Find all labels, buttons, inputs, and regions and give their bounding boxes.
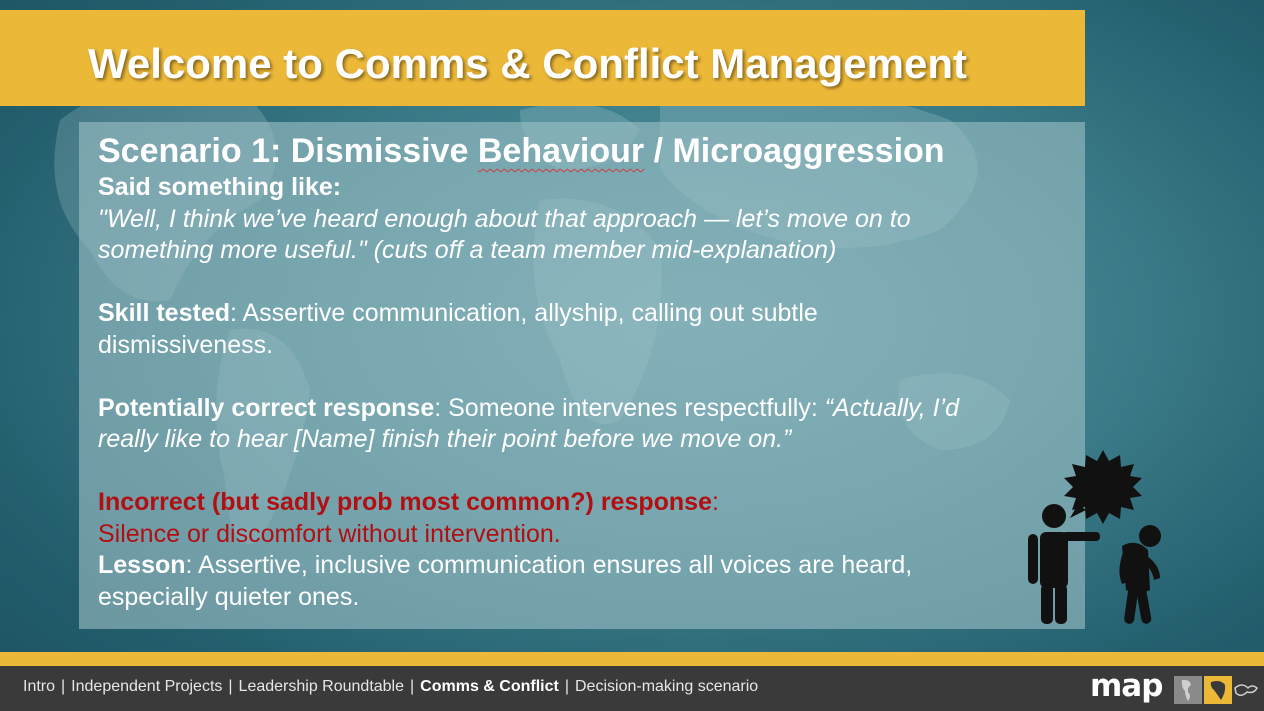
quote-line-2: something more useful." (cuts off a team…: [98, 235, 1073, 267]
quote-line-2-text: something more useful.": [98, 236, 367, 264]
nav-item-comms-conflict[interactable]: Comms & Conflict: [420, 678, 559, 695]
footer-navigation: Intro | Independent Projects | Leadership Ro…: [23, 678, 758, 696]
lesson-line-1: Lesson: Assertive, inclusive communicati…: [98, 550, 1073, 582]
spacer: [98, 361, 1073, 393]
quote-note: (cuts off a team member mid-explanation): [366, 236, 837, 264]
scenario-heading-start: Scenario 1: Dismissive: [98, 132, 478, 170]
incorrect-colon: :: [711, 488, 719, 516]
footer-bar: Intro | Independent Projects | Leadership Ro…: [0, 666, 1264, 711]
correct-line-1: Potentially correct response: Someone in…: [98, 393, 1073, 425]
nav-item-independent-projects[interactable]: Independent Projects: [71, 678, 223, 695]
said-label: Said something like:: [98, 173, 342, 201]
quote-line-1: "Well, I think we’ve heard enough about …: [98, 204, 911, 233]
scenario-heading-end: / Microaggression: [644, 132, 945, 170]
lesson-line-2: especially quieter ones.: [98, 582, 360, 611]
speech-burst-icon: [1064, 450, 1142, 524]
correct-quote-1: “Actually, I’d: [824, 393, 960, 422]
spellcheck-underlined-word: Behaviour: [477, 132, 645, 170]
lesson-label: Lesson: [98, 551, 186, 579]
nav-separator: |: [228, 678, 233, 695]
skill-text-1: : Assertive communication, allyship, cal…: [230, 299, 818, 327]
incorrect-line-1: Incorrect (but sadly prob most common?) …: [98, 487, 1073, 519]
nav-separator: |: [61, 678, 66, 695]
title-bar: Welcome to Comms & Conflict Management: [0, 10, 1085, 106]
spacer: [98, 267, 1073, 299]
lesson-text-1: : Assertive, inclusive communication ens…: [185, 551, 913, 579]
incorrect-label: Incorrect (but sadly prob most common?) …: [98, 488, 712, 516]
nav-separator: |: [410, 678, 415, 695]
skill-line-2: dismissiveness.: [98, 330, 274, 359]
nav-item-leadership-roundtable[interactable]: Leadership Roundtable: [238, 678, 405, 695]
scenario-content: Scenario 1: Dismissive Behaviour / Micro…: [98, 130, 1073, 613]
logo-text: map: [1090, 668, 1163, 704]
asia-tile-icon: [1234, 684, 1258, 696]
incorrect-text: Silence or discomfort without interventi…: [98, 519, 561, 548]
correct-label: Potentially correct response: [98, 393, 435, 422]
skill-label: Skill tested: [98, 299, 230, 327]
correct-text: : Someone intervenes respectfully:: [434, 393, 825, 422]
pointing-person-icon: [1028, 504, 1100, 624]
nav-separator: |: [564, 678, 569, 695]
americas-tile-icon: [1174, 676, 1202, 704]
nav-item-decision-making[interactable]: Decision-making scenario: [575, 678, 759, 695]
hunched-person-icon: [1119, 525, 1161, 624]
africa-tile-icon: [1204, 676, 1232, 704]
footer-accent-stripe: [0, 652, 1264, 666]
correct-quote-2: really like to hear [Name] finish their …: [98, 425, 792, 453]
spacer: [98, 456, 1073, 488]
nav-item-intro[interactable]: Intro: [23, 678, 56, 695]
scenario-panel: Scenario 1: Dismissive Behaviour / Micro…: [79, 122, 1085, 629]
map-logo: map: [1090, 668, 1260, 706]
scenario-heading: Scenario 1: Dismissive Behaviour / Micro…: [98, 130, 1073, 172]
dismissive-person-illustration: [1028, 450, 1161, 624]
slide-title: Welcome to Comms & Conflict Management: [88, 40, 968, 87]
skill-line-1: Skill tested: Assertive communication, a…: [98, 298, 1073, 330]
